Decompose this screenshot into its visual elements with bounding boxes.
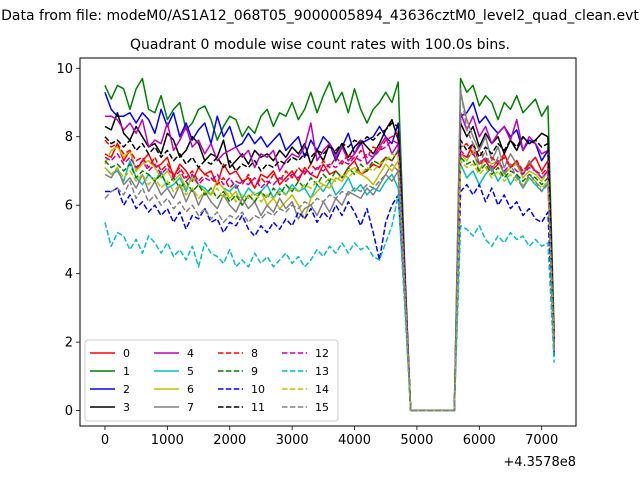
legend-label-7: 7 <box>187 401 194 414</box>
y-tick-label: 10 <box>56 62 73 77</box>
axes-frame <box>79 57 577 427</box>
series-line-1 <box>104 77 555 412</box>
legend-label-3: 3 <box>123 401 130 414</box>
series-line-7 <box>104 91 555 412</box>
legend-label-13: 13 <box>315 365 329 378</box>
x-tick-label: 4000 <box>338 433 371 448</box>
series-line-10 <box>104 183 555 412</box>
series-line-9 <box>104 149 555 412</box>
y-tick-label: 6 <box>65 199 73 214</box>
legend-label-6: 6 <box>187 383 194 396</box>
series-line-15 <box>104 88 555 412</box>
legend-label-10: 10 <box>251 383 265 396</box>
legend-label-1: 1 <box>123 365 130 378</box>
legend-label-11: 11 <box>251 401 265 414</box>
legend-label-14: 14 <box>315 383 329 396</box>
series-line-4 <box>104 112 555 412</box>
series-line-11 <box>104 122 555 412</box>
x-offset-label: +4.3578e8 <box>503 455 576 470</box>
x-tick-label: 5000 <box>400 433 433 448</box>
series-line-13 <box>104 194 555 412</box>
x-tick-label: 6000 <box>463 433 496 448</box>
x-tick-label: 3000 <box>276 433 309 448</box>
x-tick-label: 7000 <box>525 433 558 448</box>
legend-label-8: 8 <box>251 347 258 360</box>
series-line-8 <box>104 132 555 412</box>
y-tick-label: 8 <box>65 130 73 145</box>
x-tick-label: 1000 <box>151 433 184 448</box>
x-tick-label: 2000 <box>213 433 246 448</box>
x-tick-label: 0 <box>101 433 109 448</box>
legend-label-2: 2 <box>123 383 130 396</box>
legend-label-0: 0 <box>123 347 130 360</box>
axes-title: Quadrant 0 module wise count rates with … <box>130 37 510 53</box>
legend-box <box>84 339 339 422</box>
legend-label-12: 12 <box>315 347 329 360</box>
legend-label-9: 9 <box>251 365 258 378</box>
y-tick-label: 2 <box>65 336 73 351</box>
legend-label-5: 5 <box>187 365 194 378</box>
suptitle: Data from file: modeM0/AS1A12_068T05_900… <box>1 8 639 24</box>
legend-label-15: 15 <box>315 401 329 414</box>
lines-layer <box>104 77 555 412</box>
y-tick-label: 0 <box>65 404 73 419</box>
y-tick-label: 4 <box>65 267 73 282</box>
legend-label-4: 4 <box>187 347 194 360</box>
